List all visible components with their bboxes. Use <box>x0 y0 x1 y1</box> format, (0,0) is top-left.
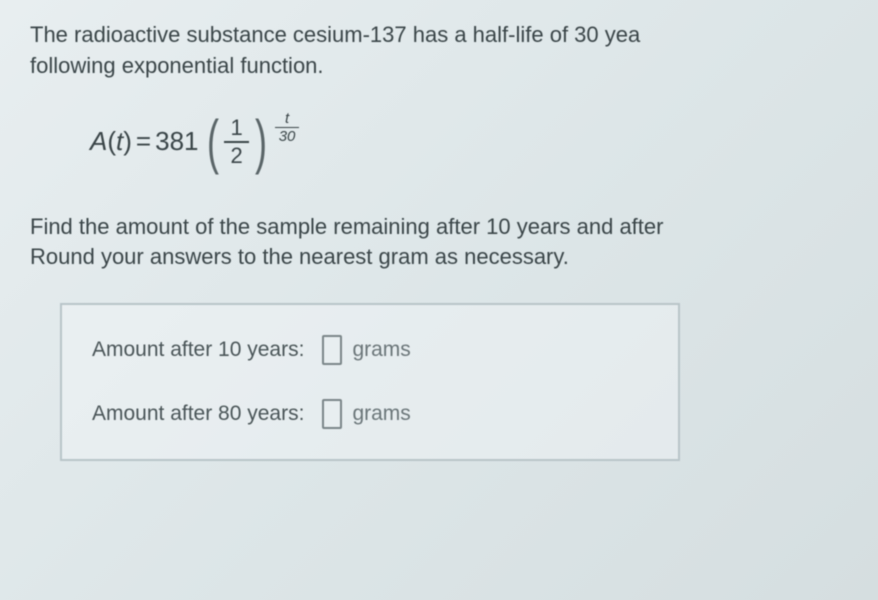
formula-equals: = <box>136 126 151 157</box>
answer-unit-10: grams <box>352 338 410 362</box>
formula-coefficient: 381 <box>155 126 198 157</box>
instruction-line-2: Round your answers to the nearest gram a… <box>30 244 569 269</box>
formula-close-arg: ) <box>123 126 132 157</box>
formula-right-paren: ) <box>255 112 267 172</box>
answer-input-80[interactable] <box>322 399 342 429</box>
answer-input-10[interactable] <box>322 335 342 365</box>
formula-exp-numerator: t <box>281 110 293 127</box>
problem-statement: The radioactive substance cesium-137 has… <box>30 20 848 82</box>
problem-line-2: following exponential function. <box>30 53 324 78</box>
formula-base-denominator: 2 <box>224 143 248 169</box>
formula-exponent: t 30 <box>275 110 300 146</box>
formula: A ( t ) = 381 ( 1 2 ) t 30 <box>90 112 848 172</box>
answer-label-10: Amount after 10 years: <box>92 338 304 362</box>
formula-open-arg: ( <box>107 126 116 157</box>
answer-row-80-years: Amount after 80 years: grams <box>92 399 648 429</box>
formula-exp-denominator: 30 <box>275 128 300 145</box>
answer-box: Amount after 10 years: grams Amount afte… <box>60 303 680 461</box>
answer-unit-80: grams <box>352 402 410 426</box>
formula-left-paren: ( <box>206 112 218 172</box>
answer-label-80: Amount after 80 years: <box>92 402 304 426</box>
formula-arg: t <box>116 126 123 157</box>
formula-function-name: A <box>90 126 107 157</box>
instruction-text: Find the amount of the sample remaining … <box>30 212 848 274</box>
instruction-line-1: Find the amount of the sample remaining … <box>30 214 663 239</box>
formula-base-fraction: 1 2 <box>224 115 248 169</box>
answer-row-10-years: Amount after 10 years: grams <box>92 335 648 365</box>
problem-line-1: The radioactive substance cesium-137 has… <box>30 22 640 47</box>
formula-base-numerator: 1 <box>224 115 248 141</box>
